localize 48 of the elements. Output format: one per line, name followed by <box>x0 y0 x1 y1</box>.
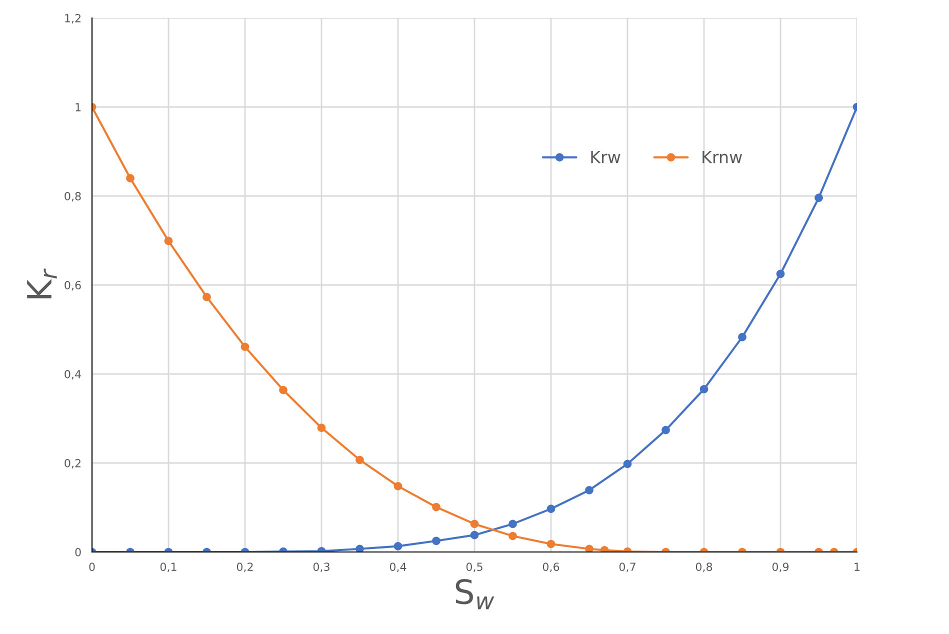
y-axis-title: K$_{r}$ <box>27 268 57 298</box>
x-tick-label: 0,4 <box>390 562 406 572</box>
point <box>508 520 517 528</box>
point <box>394 482 402 490</box>
point <box>546 504 556 513</box>
x-tick-label: 0,8 <box>696 562 712 572</box>
point <box>470 520 479 528</box>
y-tick-label: 0,8 <box>64 192 81 202</box>
point <box>432 536 440 546</box>
point <box>776 270 785 278</box>
y-tick-label: 1,2 <box>65 14 80 24</box>
point <box>164 236 173 246</box>
x-tick-label: 0,5 <box>466 562 482 572</box>
point <box>700 384 708 394</box>
x-tick-label: 0,1 <box>160 562 176 572</box>
point <box>432 502 440 512</box>
point <box>814 194 823 202</box>
point <box>508 532 517 540</box>
point <box>623 460 632 468</box>
point <box>202 292 211 302</box>
point <box>585 544 594 552</box>
y-tick-label: 0 <box>75 548 81 556</box>
point <box>738 332 746 342</box>
x-tick-label: 0,6 <box>542 562 560 572</box>
point <box>279 386 288 394</box>
point <box>356 544 364 552</box>
x-tick-label: 0,9 <box>772 562 789 572</box>
point <box>394 542 402 550</box>
point <box>356 456 364 464</box>
legend-label: Krw <box>591 150 620 164</box>
point <box>240 342 250 352</box>
point <box>585 486 594 494</box>
x-tick-label: 0 <box>89 562 95 572</box>
y-tick-label: 1 <box>76 103 81 112</box>
point <box>126 174 134 182</box>
point <box>662 426 670 434</box>
y-tick-label: 0,2 <box>64 458 80 469</box>
point <box>470 530 479 540</box>
point <box>546 540 556 548</box>
y-tick-label: 0,4 <box>64 370 81 380</box>
legend-label: Krnw <box>702 150 742 164</box>
x-axis-title: S$_{w}$ <box>456 579 494 610</box>
y-tick-label: 0,6 <box>64 280 81 291</box>
x-tick-label: 0,2 <box>236 562 253 572</box>
x-tick-label: 1 <box>854 562 860 571</box>
point <box>317 424 326 432</box>
x-tick-label: 0,3 <box>313 562 330 572</box>
x-tick-label: 0,7 <box>619 562 636 572</box>
